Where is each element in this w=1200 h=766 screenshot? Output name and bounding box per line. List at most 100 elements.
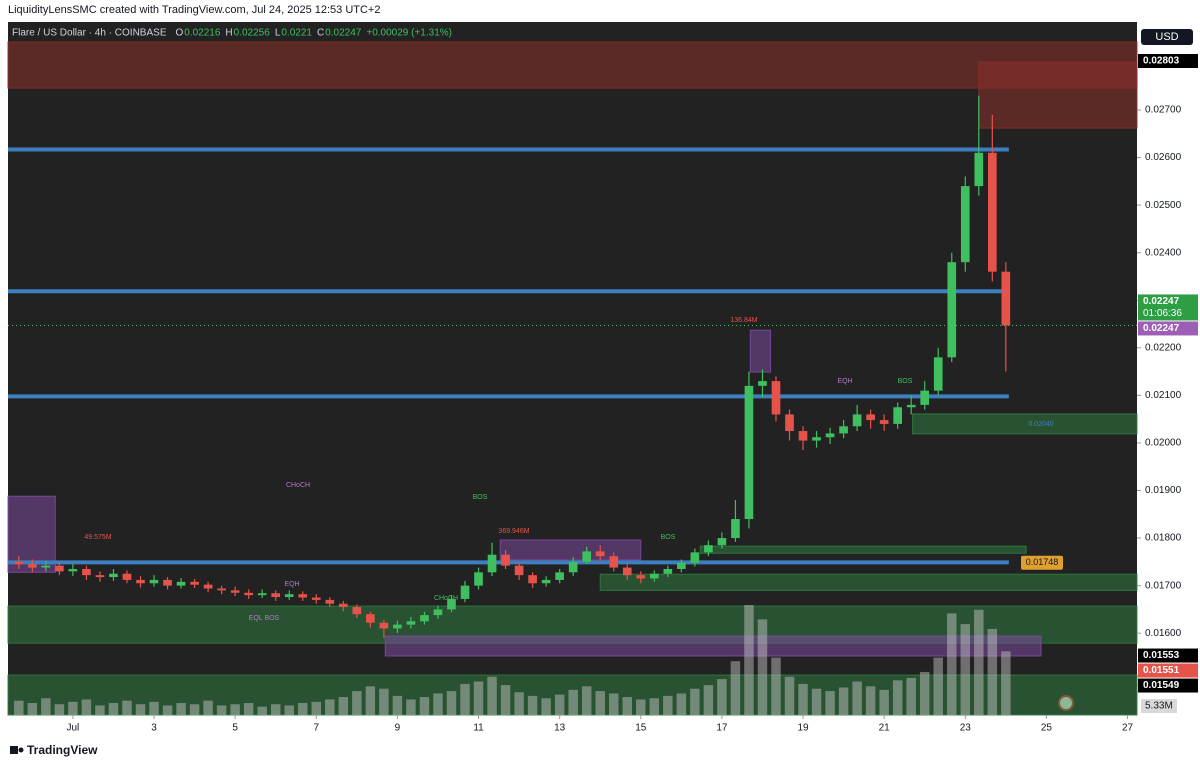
volume-bar [54, 704, 65, 715]
candle-body [974, 152, 984, 187]
candle-body [785, 414, 794, 432]
price-tag-label: 0.02247 [1143, 296, 1180, 307]
volume-bar [933, 657, 943, 715]
candle-body [230, 590, 240, 593]
volume-bar [446, 691, 457, 715]
candle-body [717, 538, 727, 546]
candle-body [609, 556, 619, 568]
zone [499, 539, 642, 561]
logo-mark [18, 747, 24, 753]
volume-bar [717, 679, 727, 715]
candle-body [825, 433, 835, 438]
x-tick-label: 9 [395, 723, 401, 734]
header-text: H [225, 28, 232, 39]
volume-bar [257, 706, 267, 715]
volume-bar [690, 688, 700, 715]
price-tag [1138, 321, 1198, 336]
volume-bar [811, 688, 822, 715]
volume-bar [460, 683, 470, 715]
candle-body [122, 573, 132, 580]
x-tick-label: 3 [151, 723, 157, 734]
x-tick-label: Jul [67, 723, 80, 734]
price-tag [1138, 648, 1198, 663]
candle-body [920, 390, 930, 405]
price-tag-label: 0.02247 [1143, 323, 1180, 334]
volume-bar [284, 705, 294, 715]
candle-body [298, 594, 308, 598]
candle-body [704, 545, 713, 553]
candle-body [244, 592, 253, 596]
logo-mark [10, 746, 18, 754]
volume-bar [95, 705, 105, 715]
header-text: 0.0221 [281, 28, 312, 39]
candle-body [690, 552, 700, 563]
candle-body [582, 551, 592, 562]
candle-body [271, 593, 281, 598]
volume-bar [595, 691, 605, 715]
candle-body [879, 420, 889, 424]
volume-bar [81, 699, 92, 715]
volume-bar [135, 704, 146, 715]
volume-bar [987, 628, 998, 715]
volume-tag [1141, 699, 1177, 713]
volume-bar [270, 704, 281, 715]
candle-body [163, 579, 172, 586]
annotation: EQH [837, 378, 852, 385]
annotation: BOS [898, 378, 913, 385]
volume-tag-label: 5.33M [1145, 701, 1173, 712]
candle-body [514, 565, 524, 576]
price-tag-label: 0.01549 [1143, 680, 1180, 691]
volume-bar [960, 624, 971, 715]
volume-bar [757, 619, 768, 715]
candle-body [933, 357, 943, 391]
brand: TradingView [27, 743, 98, 757]
x-tick-label: 17 [716, 723, 728, 734]
zone [7, 674, 1138, 716]
y-tick-label: 0.01900 [1145, 485, 1182, 496]
annotation: CHoCH [286, 482, 310, 489]
header-text: +0.00029 (+1.31%) [366, 28, 452, 39]
candle-body [14, 561, 24, 565]
candle-body [663, 568, 673, 574]
volume-bar [419, 697, 430, 715]
volume-bar [122, 700, 132, 715]
volume-bar [14, 700, 24, 715]
annotation: BOS [473, 494, 488, 501]
candle-body [771, 381, 781, 415]
candle-body [555, 572, 564, 580]
candle-body [190, 581, 199, 585]
candle-body [447, 598, 456, 610]
candle-body [852, 414, 862, 427]
candle-body [731, 519, 740, 539]
price-tag [1138, 294, 1198, 321]
volume-bar [203, 700, 213, 715]
header-text: C [317, 28, 324, 39]
candle-body [41, 565, 51, 568]
candle-body [541, 579, 551, 584]
candle-body [393, 624, 402, 629]
volume-bar [852, 681, 862, 715]
volume-bar [433, 693, 443, 715]
candle-body [109, 573, 118, 578]
chart-title: LiquidityLensSMC created with TradingVie… [8, 4, 380, 16]
volume-bar [609, 693, 619, 715]
y-tick-label: 0.02700 [1145, 105, 1182, 116]
volume-bar [379, 688, 389, 715]
price-tag [1138, 678, 1198, 693]
y-tick-label: 0.02100 [1145, 390, 1182, 401]
volume-bar [744, 605, 754, 715]
candle-body [893, 407, 903, 424]
candle-body [284, 594, 294, 598]
price-tag [1138, 54, 1198, 69]
candle-body [311, 597, 321, 600]
x-tick-label: 23 [960, 723, 972, 734]
level-tag [1021, 555, 1063, 570]
volume-bar [892, 680, 903, 715]
candle-body [325, 599, 335, 604]
zone [749, 329, 772, 373]
candle-body [744, 385, 754, 520]
candle-body [149, 579, 159, 584]
price-tag [1138, 663, 1198, 678]
candle-body [595, 551, 605, 557]
